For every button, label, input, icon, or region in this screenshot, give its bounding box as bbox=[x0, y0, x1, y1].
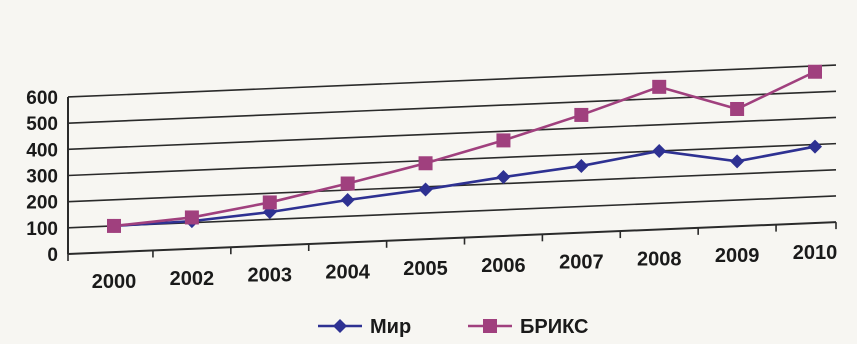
data-point-brics bbox=[496, 133, 511, 148]
legend-marker-world bbox=[333, 319, 347, 333]
x-tick-label: 2004 bbox=[325, 261, 370, 283]
data-point-world bbox=[574, 158, 589, 173]
y-tick-label: 600 bbox=[26, 88, 58, 109]
x-tick-label: 2005 bbox=[403, 258, 448, 280]
data-point-world bbox=[496, 170, 511, 185]
legend-label-world: Мир bbox=[370, 316, 411, 338]
gridline bbox=[67, 116, 837, 151]
data-point-brics bbox=[340, 176, 355, 191]
series-line-world bbox=[113, 145, 816, 228]
data-point-world bbox=[340, 192, 355, 207]
x-tick-label: 2009 bbox=[715, 245, 760, 267]
gridline bbox=[67, 64, 837, 98]
series-line-brics bbox=[113, 70, 816, 228]
y-tick-label: 300 bbox=[26, 166, 58, 187]
x-tick-label: 2000 bbox=[92, 271, 137, 293]
data-point-world bbox=[418, 182, 433, 197]
data-point-brics bbox=[808, 64, 822, 79]
data-point-brics bbox=[184, 210, 199, 225]
y-tick-label: 500 bbox=[26, 114, 58, 135]
x-tick-label: 2007 bbox=[559, 252, 604, 274]
axes bbox=[67, 96, 837, 261]
x-tick-label: 2008 bbox=[637, 248, 682, 270]
data-point-brics bbox=[652, 79, 667, 94]
data-point-brics bbox=[574, 107, 589, 122]
data-point-brics bbox=[107, 218, 121, 233]
data-point-world bbox=[730, 154, 745, 169]
y-tick-label: 0 bbox=[47, 245, 58, 266]
x-tick-label: 2010 bbox=[793, 242, 838, 264]
legend-marker-brics bbox=[483, 319, 497, 333]
legend: Мир БРИКС bbox=[318, 316, 588, 338]
gridline bbox=[67, 142, 837, 177]
x-tick-label: 2002 bbox=[170, 268, 215, 290]
data-point-brics bbox=[262, 195, 277, 210]
y-tick-label: 200 bbox=[26, 193, 58, 214]
series bbox=[107, 64, 822, 233]
legend-label-brics: БРИКС bbox=[520, 316, 588, 338]
x-tick-label: 2006 bbox=[481, 255, 526, 277]
y-axis-ticks: 0 100 200 300 400 500 600 bbox=[26, 88, 58, 266]
data-point-brics bbox=[418, 156, 433, 171]
gridline bbox=[67, 221, 837, 255]
gridline bbox=[67, 90, 837, 124]
x-tick-label: 2003 bbox=[248, 265, 293, 287]
y-tick-label: 400 bbox=[26, 140, 58, 161]
y-tick-label: 100 bbox=[26, 219, 58, 240]
gridline bbox=[67, 195, 837, 229]
data-point-world bbox=[808, 139, 822, 154]
data-point-world bbox=[652, 143, 667, 158]
data-point-brics bbox=[730, 101, 745, 116]
x-axis-ticks: 2000 2002 2003 2004 2005 2006 2007 2008 2009 2010 bbox=[92, 242, 838, 293]
